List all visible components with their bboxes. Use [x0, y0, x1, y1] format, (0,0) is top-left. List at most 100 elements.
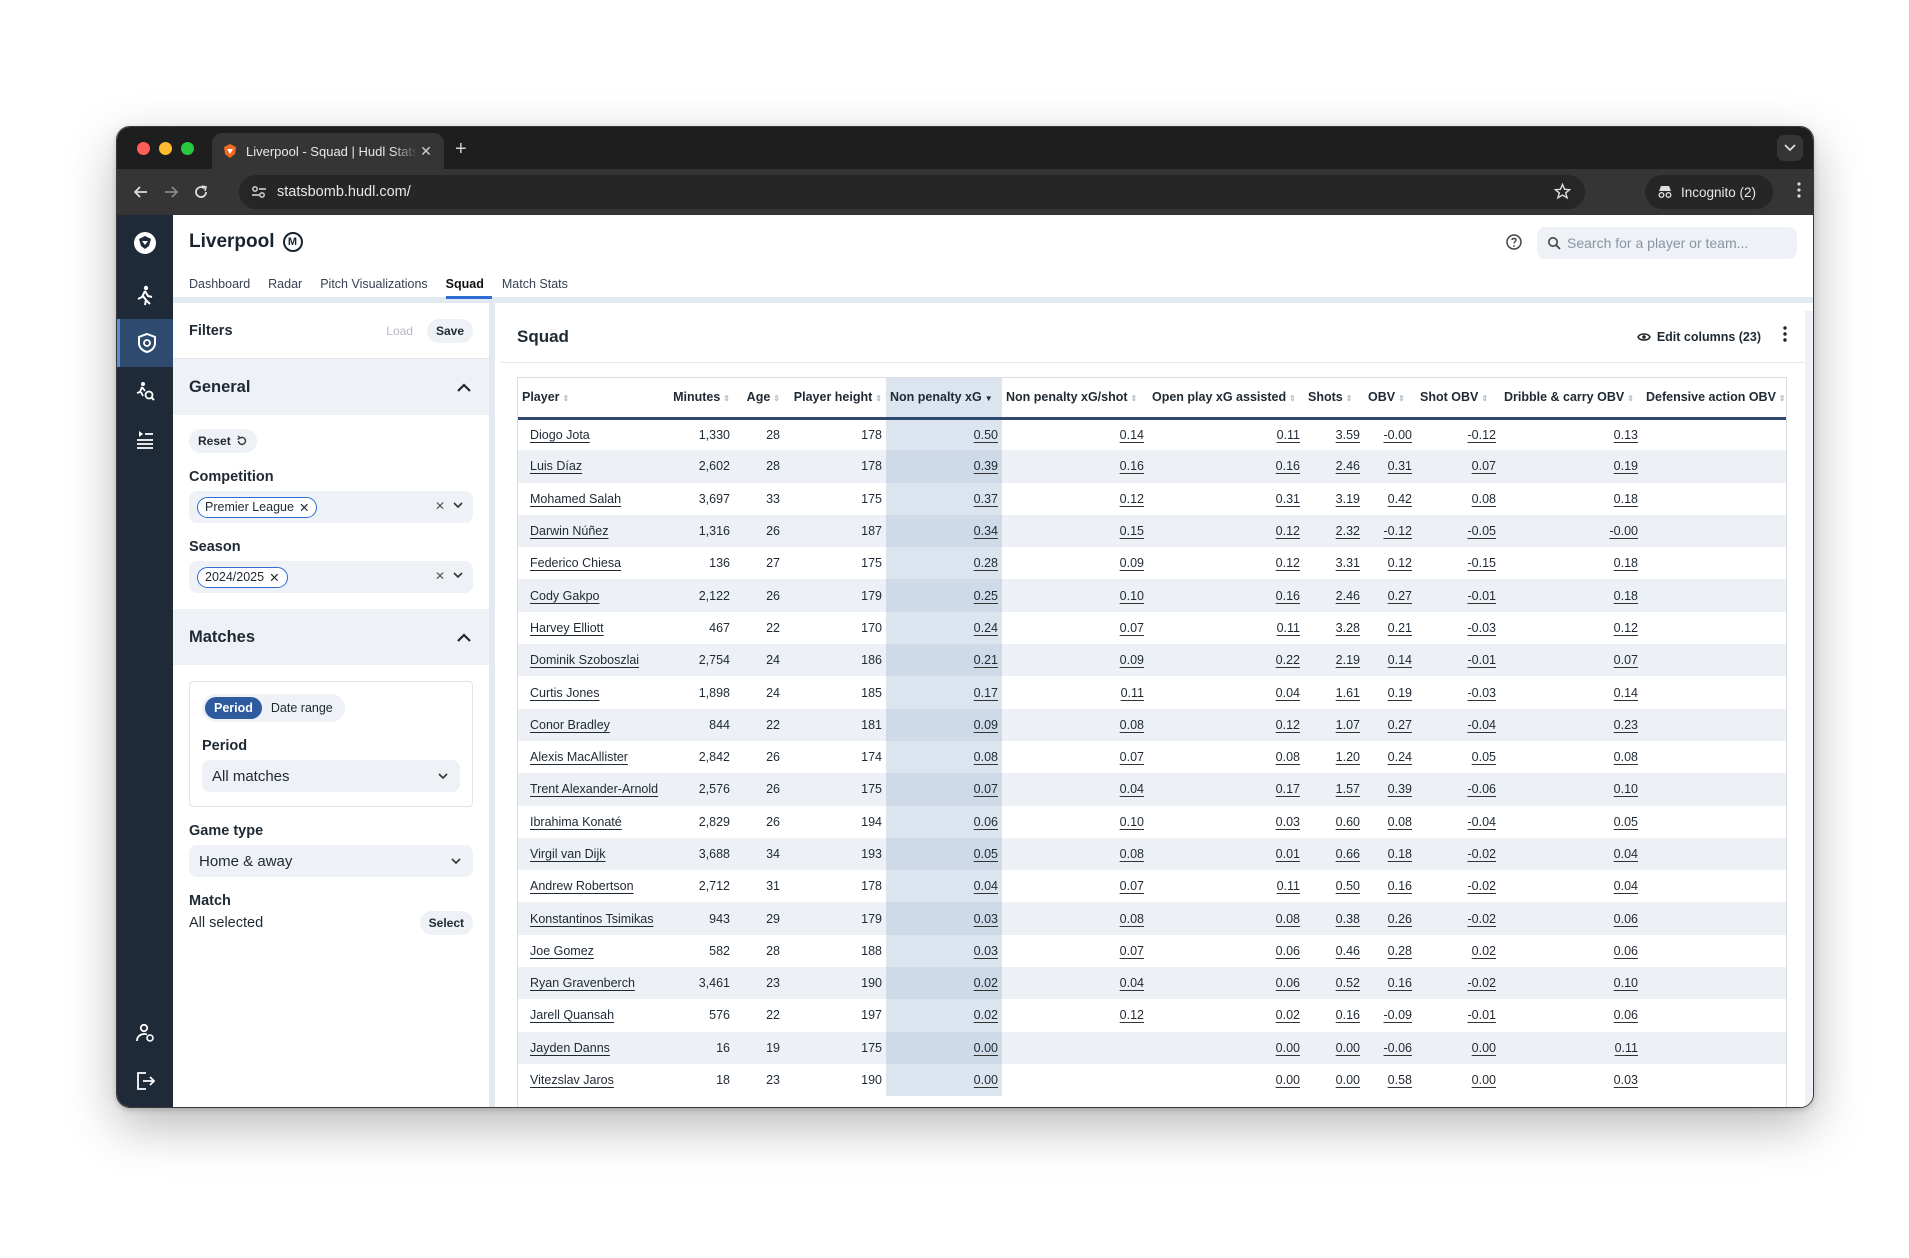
cell-dribble-carry-obv[interactable]: -0.00	[1500, 514, 1642, 548]
player-name-link[interactable]: Mohamed Salah	[518, 483, 668, 515]
cell-dribble-carry-obv[interactable]: 0.07	[1500, 644, 1642, 677]
cell-defensive-action-obv[interactable]: 0.	[1642, 837, 1786, 871]
cell-non-penalty-xg[interactable]: 0.02	[886, 967, 1002, 1000]
reset-button[interactable]: Reset	[189, 429, 257, 453]
table-row[interactable]: Conor Bradley 844 22 181 0.09 0.08 0.12 1.07 0.2…	[518, 708, 1786, 741]
search-input[interactable]: Search for a player or team...	[1537, 227, 1797, 259]
season-chip[interactable]: 2024/2025 ✕	[197, 566, 288, 588]
cell-non-penalty-xg-shot[interactable]: 0.08	[1002, 837, 1148, 871]
tab-pitch-visualizations[interactable]: Pitch Visualizations	[320, 277, 428, 291]
table-row[interactable]: Trent Alexander-Arnold 2,576 26 175 0.07 0.04…	[518, 773, 1786, 806]
save-button[interactable]: Save	[426, 318, 473, 343]
cell-dribble-carry-obv[interactable]: 0.13	[1613, 427, 1638, 442]
cell-shots[interactable]: 0.52	[1304, 967, 1364, 1000]
new-tab-button[interactable]: +	[455, 138, 467, 160]
player-name[interactable]: Jarell Quansah	[530, 1008, 615, 1023]
player-nav-icon[interactable]	[117, 271, 173, 319]
player-name[interactable]: Darwin Núñez	[530, 524, 609, 539]
player-name[interactable]: Jayden Danns	[530, 1040, 610, 1055]
cell-shots[interactable]: 1.20	[1335, 750, 1360, 765]
cell-dribble-carry-obv[interactable]: 0.03	[1613, 1073, 1638, 1088]
load-button[interactable]: Load	[386, 323, 413, 338]
cell-non-penalty-xg[interactable]: 0.04	[886, 870, 1002, 903]
cell-shot-obv[interactable]: 0.07	[1416, 450, 1500, 483]
player-name-link[interactable]: Alexis MacAllister	[518, 741, 668, 773]
cell-open-play-xg-assisted[interactable]: 0.17	[1148, 773, 1304, 806]
clear-icon[interactable]: ✕	[434, 499, 445, 513]
player-name[interactable]: Luis Díaz	[530, 459, 583, 474]
player-name[interactable]: Dominik Szoboszlai	[530, 653, 640, 668]
cell-non-penalty-xg[interactable]: 0.03	[886, 902, 1002, 935]
site-settings-icon[interactable]	[251, 185, 267, 199]
player-name-link[interactable]: Harvey Elliott	[518, 612, 668, 644]
cell-shots[interactable]: 0.16	[1335, 1008, 1360, 1023]
tab-radar[interactable]: Radar	[268, 277, 303, 291]
date-range-toggle[interactable]: Date range	[270, 701, 333, 715]
cell-dribble-carry-obv[interactable]: 0.14	[1613, 685, 1638, 700]
period-toggle[interactable]: Period	[205, 697, 262, 719]
cell-defensive-action-obv[interactable]: -0.	[1642, 870, 1786, 902]
column-header-non-penalty-xg-shot[interactable]: Non penalty xG/shot ⇕	[1002, 378, 1148, 420]
cell-non-penalty-xg[interactable]: 0.25	[886, 579, 1002, 612]
player-name[interactable]: Joe Gomez	[530, 943, 594, 958]
player-name[interactable]: Ryan Gravenberch	[530, 976, 635, 991]
cell-defensive-action-obv[interactable]: -0.	[1642, 612, 1786, 644]
cell-obv[interactable]: 0.19	[1387, 685, 1412, 700]
cell-obv[interactable]: 0.16	[1387, 879, 1412, 894]
cell-open-play-xg-assisted[interactable]: 0.00	[1148, 1031, 1304, 1064]
cell-shot-obv[interactable]: -0.04	[1467, 814, 1497, 829]
cell-shots[interactable]: 0.60	[1335, 814, 1360, 829]
cell-dribble-carry-obv[interactable]: 0.12	[1613, 620, 1638, 635]
bookmark-star-icon[interactable]	[1553, 182, 1572, 204]
cell-non-penalty-xg[interactable]: 0.37	[886, 482, 1002, 515]
player-name[interactable]: Mohamed Salah	[530, 491, 622, 506]
remove-chip-icon[interactable]: ✕	[298, 500, 310, 515]
cell-non-penalty-xg[interactable]: 0.50	[886, 418, 1002, 451]
incognito-indicator[interactable]: Incognito (2)	[1645, 175, 1773, 209]
column-header-defensive-action-obv[interactable]: Defensive action OBV ⇕	[1642, 378, 1786, 420]
column-header-minutes[interactable]: Minutes ⇕	[668, 378, 734, 420]
cell-obv[interactable]: 0.28	[1387, 943, 1412, 958]
cell-non-penalty-xg[interactable]: 0.34	[886, 514, 1002, 548]
cell-open-play-xg-assisted[interactable]: 0.12	[1148, 514, 1304, 548]
player-name-link[interactable]: Conor Bradley	[518, 708, 668, 741]
cell-dribble-carry-obv[interactable]: 0.18	[1613, 491, 1638, 506]
player-name-link[interactable]: Dominik Szoboszlai	[518, 644, 668, 677]
cell-defensive-action-obv[interactable]: 0.	[1642, 676, 1786, 708]
table-row[interactable]: Harvey Elliott 467 22 170 0.24 0.07 0.11 3.28 0.…	[518, 611, 1786, 645]
cell-shot-obv[interactable]: -0.05	[1416, 514, 1500, 548]
player-name-link[interactable]: Luis Díaz	[518, 450, 668, 483]
remove-chip-icon[interactable]: ✕	[269, 570, 280, 585]
edit-columns-button[interactable]: Edit columns (23)	[1636, 330, 1761, 344]
tab-dashboard[interactable]: Dashboard	[189, 277, 251, 291]
cell-obv[interactable]: 0.24	[1387, 750, 1412, 765]
cell-shot-obv[interactable]: 0.02	[1471, 943, 1496, 958]
cell-non-penalty-xg[interactable]: 0.21	[886, 644, 1002, 677]
cell-non-penalty-xg-shot[interactable]	[1002, 1064, 1148, 1096]
player-name-link[interactable]: Diogo Jota	[518, 418, 668, 450]
player-name-link[interactable]: Vitezslav Jaros	[518, 1064, 668, 1096]
table-row[interactable]: Luis Díaz 2,602 28 178 0.39 0.16 0.16 2.46 0.31 0…	[518, 450, 1786, 483]
player-name-link[interactable]: Darwin Núñez	[518, 514, 668, 548]
cell-open-play-xg-assisted[interactable]: 0.12	[1148, 708, 1304, 741]
close-tab-icon[interactable]: ✕	[420, 142, 432, 159]
cell-open-play-xg-assisted[interactable]: 0.06	[1275, 943, 1300, 958]
cell-non-penalty-xg[interactable]: 0.28	[886, 547, 1002, 580]
player-name-link[interactable]: Cody Gakpo	[518, 579, 668, 612]
cell-non-penalty-xg-shot[interactable]: 0.08	[1002, 708, 1148, 741]
cell-open-play-xg-assisted[interactable]: 0.12	[1275, 556, 1300, 571]
cell-dribble-carry-obv[interactable]: 0.04	[1500, 837, 1642, 871]
table-row[interactable]: Joe Gomez 582 28 188 0.03 0.07 0.06 0.46 0.28 0.0…	[518, 934, 1786, 968]
cell-shots[interactable]: 0.00	[1335, 1073, 1360, 1088]
cell-obv[interactable]: 0.26	[1364, 902, 1416, 935]
cell-open-play-xg-assisted[interactable]: 0.11	[1276, 620, 1300, 635]
browser-tab[interactable]: Liverpool - Squad | Hudl StatsBomb ✕	[212, 133, 444, 169]
cell-non-penalty-xg-shot[interactable]: 0.15	[1002, 514, 1148, 548]
cell-shot-obv[interactable]: -0.02	[1416, 902, 1500, 935]
table-row[interactable]: Jayden Danns 16 19 175 0.00 0.00 0.00 -0.06 0.00…	[518, 1031, 1786, 1064]
column-header-player-height[interactable]: Player height ⇕	[784, 378, 886, 420]
cell-shots[interactable]: 2.32	[1304, 514, 1364, 548]
player-name[interactable]: Harvey Elliott	[530, 620, 604, 635]
cell-non-penalty-xg-shot[interactable]: 0.11	[1120, 685, 1144, 700]
sort-icon[interactable]: ⇕	[723, 394, 730, 404]
